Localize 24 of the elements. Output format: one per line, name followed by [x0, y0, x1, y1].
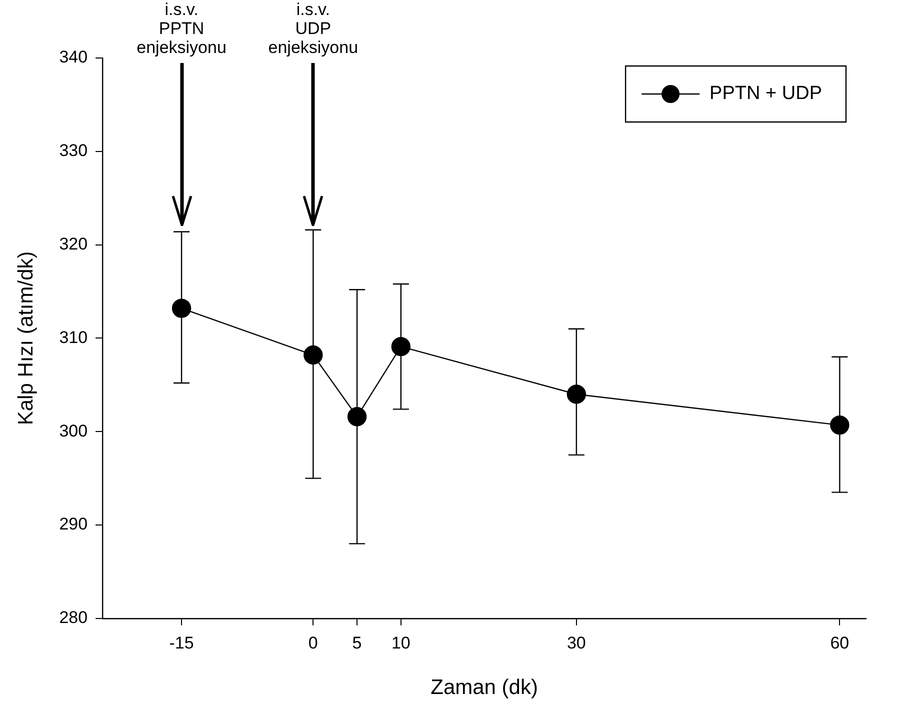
x-tick-label: 0 [308, 633, 318, 652]
point [172, 298, 192, 318]
point [391, 337, 411, 356]
point [830, 415, 850, 435]
y-tick-label: 330 [59, 141, 88, 160]
point [347, 407, 367, 426]
x-tick-label: 10 [391, 633, 410, 652]
y-tick-label: 290 [59, 514, 88, 534]
y-tick-label: 300 [59, 421, 88, 440]
y-tick-label: 340 [59, 48, 88, 67]
x-tick-label: -15 [169, 633, 194, 652]
y-tick-label: 320 [59, 234, 88, 254]
y-tick-label: 310 [59, 328, 88, 347]
y-axis-title: Kalp Hızı (atım/dk) [14, 251, 38, 426]
point [566, 384, 586, 404]
annotation: i.s.v. UDP enjeksiyonu [268, 0, 358, 57]
x-tick-label: 60 [830, 633, 850, 652]
x-tick-label: 30 [566, 633, 586, 652]
point [304, 345, 323, 365]
x-tick-label: 5 [352, 633, 362, 652]
legend-label: PPTN + UDP [710, 83, 822, 104]
annotation: i.s.v. PPTN enjeksiyonu [136, 0, 226, 57]
y-tick-label: 280 [59, 608, 88, 628]
x-axis-title: Zaman (dk) [430, 676, 538, 700]
